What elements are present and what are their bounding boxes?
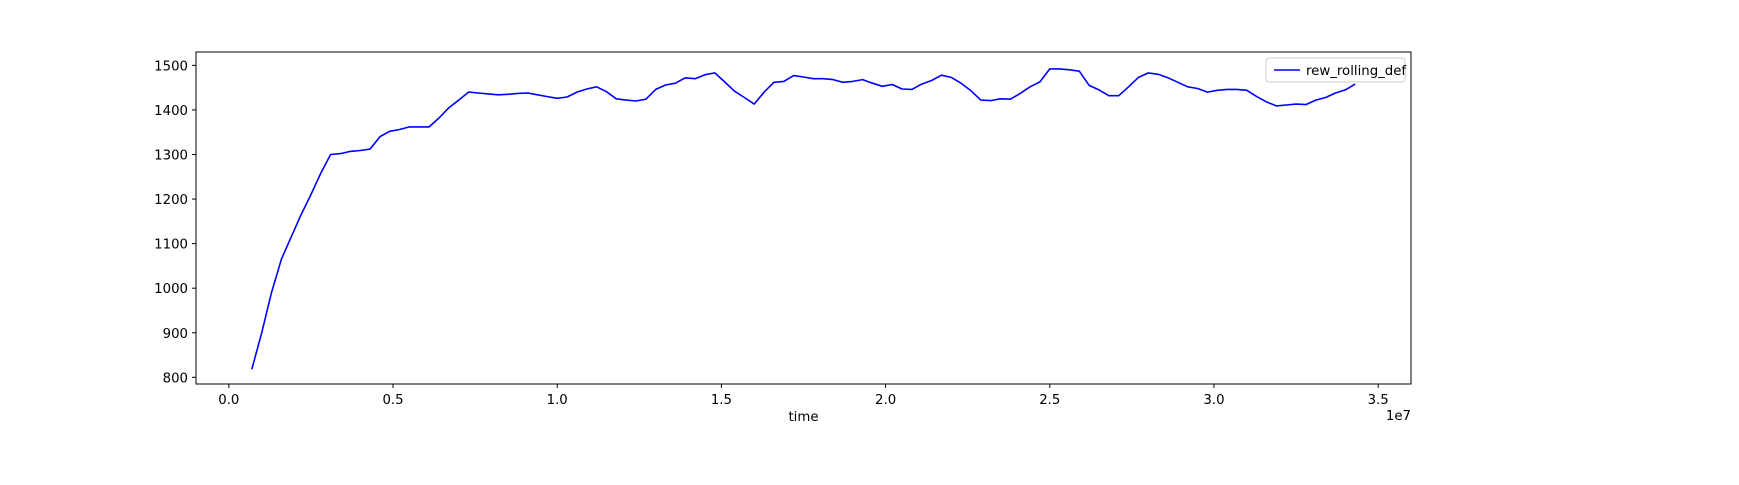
y-tick-label: 1200	[154, 193, 188, 208]
series-line-0	[251, 68, 1356, 370]
y-tick-label: 800	[163, 371, 188, 386]
y-tick-label: 1000	[154, 282, 188, 297]
x-tick-label: 3.0	[1203, 393, 1224, 408]
x-tick-label: 2.0	[875, 393, 896, 408]
y-tick-label: 1100	[154, 238, 188, 253]
x-tick-label: 0.5	[382, 393, 403, 408]
legend-box	[1265, 57, 1406, 83]
y-tick-label: 1300	[154, 148, 188, 163]
x-axis-offset-label: 1e7	[1386, 409, 1411, 424]
y-tick-label: 900	[163, 327, 188, 342]
x-axis-label: time	[788, 410, 818, 425]
legend: rew_rolling_def	[1265, 57, 1406, 83]
y-tick-label: 1500	[154, 59, 188, 74]
axes-frame	[195, 51, 1412, 385]
x-tick-label: 0.0	[218, 393, 239, 408]
x-tick-label: 3.5	[1368, 393, 1389, 408]
plot-area	[251, 68, 1356, 370]
axes: 0.0 0.5 1.0 1.5 2.0 2.5 3.0 3.5 800 900 1000 1100 12…	[154, 51, 1412, 408]
y-tick-label: 1400	[154, 104, 188, 119]
x-tick-label: 1.0	[547, 393, 568, 408]
legend-label: rew_rolling_def	[1306, 64, 1406, 79]
x-tick-label: 2.5	[1039, 393, 1060, 408]
x-tick-label: 1.5	[711, 393, 732, 408]
